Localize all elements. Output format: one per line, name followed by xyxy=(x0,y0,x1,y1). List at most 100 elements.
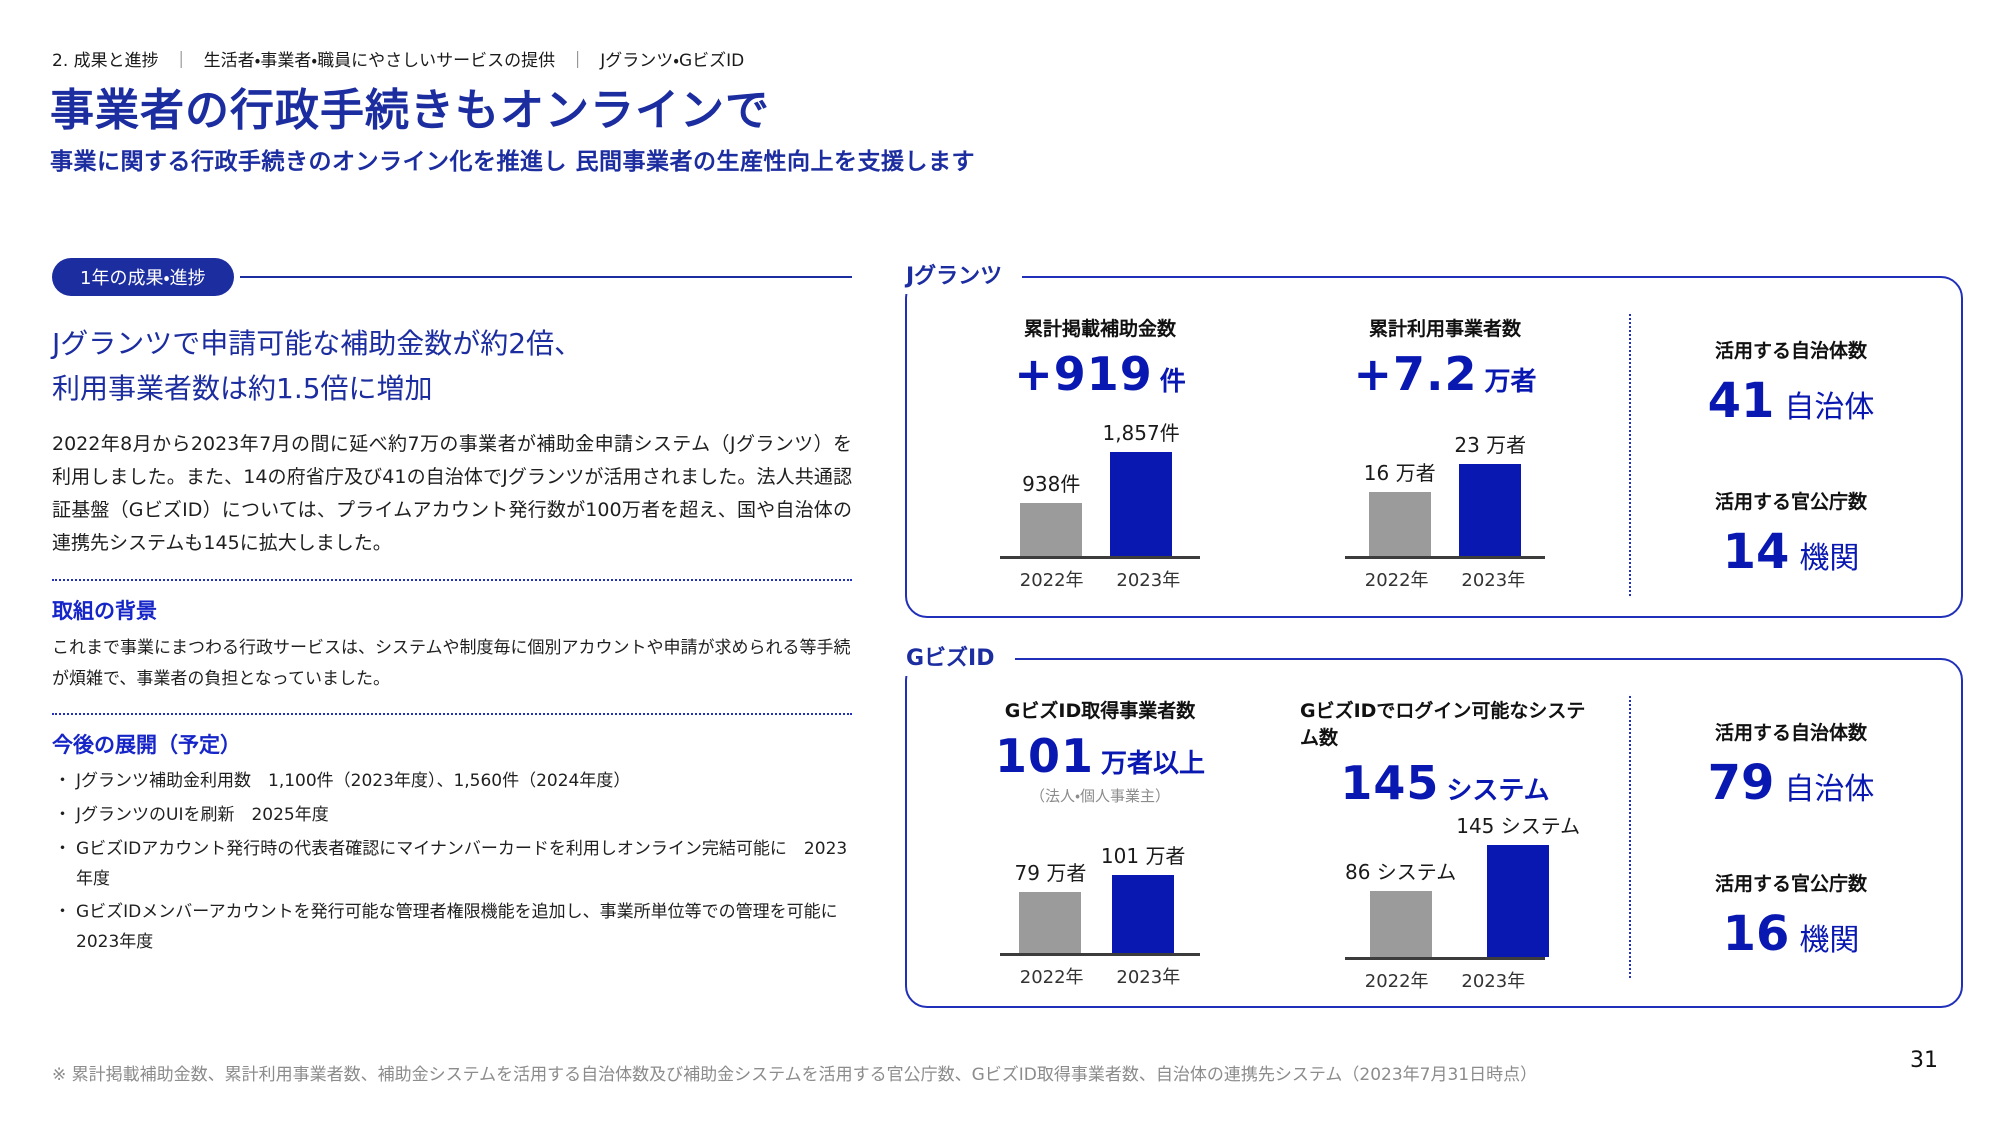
future-bullet: JグランツのUIを刷新 2025年度 xyxy=(52,801,852,831)
stat-big-number: +7.2 万者 xyxy=(1353,347,1536,401)
stat-block-systems: GビズIDでログイン可能なシステム数 145 システム 86 システム 145 … xyxy=(1300,696,1590,992)
side-stat-value: 14 xyxy=(1722,524,1790,580)
panel-jgrants-side-stats: 活用する自治体数 41 自治体 活用する官公庁数 14 機関 xyxy=(1629,314,1951,596)
x-axis-labels: 2022年 2023年 xyxy=(1345,967,1545,993)
results-badge: 1年の成果・進捗 xyxy=(52,258,234,296)
future-bullet: GビズIDアカウント発行時の代表者確認にマイナンバーカードを利用しオンライン完結… xyxy=(52,835,852,895)
results-headline-line1: Jグランツで申請可能な補助金数が約2倍、 xyxy=(52,327,583,360)
stat-block-accounts: GビズID取得事業者数 101 万者以上 （法人・個人事業主） 79 万者 10… xyxy=(955,696,1245,988)
stat-block-subsidies: 累計掲載補助金数 +919 件 938件 1,857件 xyxy=(955,314,1245,592)
stat-label: 累計掲載補助金数 xyxy=(1023,318,1176,340)
bar-group-2022: 79 万者 xyxy=(1014,857,1087,953)
bar-2023 xyxy=(1112,875,1175,953)
page-title: 事業者の行政手続きもオンラインで xyxy=(50,85,770,136)
x-tick: 2022年 xyxy=(1364,971,1429,992)
bar-value-label: 23 万者 xyxy=(1454,433,1527,457)
bar-chart-systems: 86 システム 145 システム 2022年 2023年 xyxy=(1345,810,1580,993)
x-tick: 2022年 xyxy=(1019,967,1084,988)
bar-value-label: 16 万者 xyxy=(1363,461,1436,485)
footnote: ※ 累計掲載補助金数、累計利用事業者数、補助金システムを活用する自治体数及び補助… xyxy=(52,1065,1538,1085)
bar-value-label: 1,857件 xyxy=(1102,421,1180,445)
bar-2022 xyxy=(1019,892,1082,953)
side-stat-label: 活用する官公庁数 xyxy=(1714,873,1867,895)
stat-label: GビズIDでログイン可能なシステム数 xyxy=(1300,700,1586,749)
stat-unit: 万者 xyxy=(1484,367,1537,397)
bar-group-2022: 938件 xyxy=(1020,468,1083,556)
badge-rule-line xyxy=(239,276,852,278)
stat-unit: 万者以上 xyxy=(1101,749,1206,779)
stat-big-number: +919 件 xyxy=(1014,347,1186,401)
side-stat-municipalities: 活用する自治体数 79 自治体 xyxy=(1708,718,1875,811)
bar-2023 xyxy=(1459,464,1522,556)
stat-label: 累計利用事業者数 xyxy=(1368,318,1521,340)
bar-chart-accounts: 79 万者 101 万者 2022年 2023年 xyxy=(1000,806,1200,989)
bar-value-label: 101 万者 xyxy=(1100,844,1186,868)
results-headline: Jグランツで申請可能な補助金数が約2倍、 利用事業者数は約1.5倍に増加 xyxy=(52,322,852,412)
stat-big-number: 101 万者以上 xyxy=(995,729,1205,783)
bar-group-2023: 101 万者 xyxy=(1100,840,1186,953)
stat-value: 101 xyxy=(994,729,1094,783)
future-bullet: GビズIDメンバーアカウントを発行可能な管理者権限機能を追加し、事業所単位等での… xyxy=(52,898,855,958)
side-stat-unit: 機関 xyxy=(1799,923,1860,958)
panel-gbizid: GビズID GビズID取得事業者数 101 万者以上 （法人・個人事業主） 79… xyxy=(904,642,1963,1008)
bar-2022 xyxy=(1368,492,1431,556)
future-bullet: Jグランツ補助金利用数 1,100件（2023年度）、1,560件（2024年度… xyxy=(52,767,852,797)
bar-chart-users: 16 万者 23 万者 2022年 2023年 xyxy=(1345,409,1545,592)
background-heading: 取組の背景 xyxy=(52,598,157,623)
breadcrumb-item: Jグランツ・GビズID xyxy=(600,51,745,71)
side-stat-label: 活用する自治体数 xyxy=(1714,722,1867,744)
bar-2022 xyxy=(1369,891,1432,957)
stat-label: GビズID取得事業者数 xyxy=(1004,700,1196,722)
breadcrumb: 2. 成果と進捗 ｜ 生活者・事業者・職員にやさしいサービスの提供 ｜ Jグラン… xyxy=(52,46,744,71)
left-column: 1年の成果・進捗 Jグランツで申請可能な補助金数が約2倍、 利用事業者数は約1.… xyxy=(52,258,855,958)
bar-2022 xyxy=(1020,503,1083,556)
dotted-separator xyxy=(52,578,852,581)
stat-value: 145 xyxy=(1340,756,1440,810)
stat-unit: 件 xyxy=(1159,367,1186,397)
stat-big-number: 145 システム xyxy=(1340,756,1549,810)
bar-2023 xyxy=(1487,845,1550,957)
side-stat-unit: 機関 xyxy=(1799,541,1860,576)
x-axis-labels: 2022年 2023年 xyxy=(1345,566,1545,592)
side-stat-value: 16 xyxy=(1722,906,1790,962)
panel-gbizid-label: GビズID xyxy=(904,642,1015,676)
stat-value: +919 xyxy=(1014,347,1153,401)
breadcrumb-separator: ｜ xyxy=(569,51,587,71)
bar-group-2023: 23 万者 xyxy=(1454,429,1526,556)
breadcrumb-separator: ｜ xyxy=(172,51,190,71)
bar-group-2023: 145 システム xyxy=(1456,810,1580,957)
results-headline-line2: 利用事業者数は約1.5倍に増加 xyxy=(52,371,433,405)
future-bullet-list: Jグランツ補助金利用数 1,100件（2023年度）、1,560件（2024年度… xyxy=(52,767,855,958)
breadcrumb-item: 2. 成果と進捗 xyxy=(52,51,159,71)
results-badge-row: 1年の成果・進捗 xyxy=(52,258,852,296)
side-stat-label: 活用する自治体数 xyxy=(1714,340,1867,362)
page-subtitle: 事業に関する行政手続きのオンライン化を推進し 民間事業者の生産性向上を支援します xyxy=(50,149,976,175)
breadcrumb-item: 生活者・事業者・職員にやさしいサービスの提供 xyxy=(203,51,556,71)
bar-group-2023: 1,857件 xyxy=(1102,417,1180,556)
panel-jgrants: Jグランツ 累計掲載補助金数 +919 件 938件 1,857件 xyxy=(904,260,1963,618)
side-stat-unit: 自治体 xyxy=(1784,772,1875,807)
x-tick: 2022年 xyxy=(1019,570,1084,591)
panel-gbizid-body: GビズID取得事業者数 101 万者以上 （法人・個人事業主） 79 万者 10… xyxy=(907,660,1961,1006)
x-axis-labels: 2022年 2023年 xyxy=(1000,963,1200,989)
x-tick: 2022年 xyxy=(1364,570,1429,591)
side-stat-unit: 自治体 xyxy=(1784,390,1875,425)
x-tick: 2023年 xyxy=(1116,967,1181,988)
results-paragraph: 2022年8月から2023年7月の間に延べ約7万の事業者が補助金申請システム（J… xyxy=(52,432,852,555)
side-stat-agencies: 活用する官公庁数 16 機関 xyxy=(1715,869,1867,962)
panel-gbizid-side-stats: 活用する自治体数 79 自治体 活用する官公庁数 16 機関 xyxy=(1629,696,1951,978)
panel-jgrants-body: 累計掲載補助金数 +919 件 938件 1,857件 xyxy=(907,278,1961,616)
bar-value-label: 79 万者 xyxy=(1014,861,1087,885)
bar-value-label: 145 システム xyxy=(1456,814,1581,838)
page-number: 31 xyxy=(1910,1048,1938,1073)
bar-group-2022: 16 万者 xyxy=(1364,457,1436,556)
background-text: これまで事業にまつわる行政サービスは、システムや制度毎に個別アカウントや申請が求… xyxy=(52,637,851,690)
x-tick: 2023年 xyxy=(1461,971,1526,992)
x-tick: 2023年 xyxy=(1461,570,1526,591)
side-stat-value: 79 xyxy=(1707,755,1775,811)
future-heading: 今後の展開（予定） xyxy=(52,733,241,758)
x-tick: 2023年 xyxy=(1116,570,1181,591)
bar-chart-subsidies: 938件 1,857件 2022年 2023年 xyxy=(1000,409,1200,592)
side-stat-agencies: 活用する官公庁数 14 機関 xyxy=(1715,487,1867,580)
